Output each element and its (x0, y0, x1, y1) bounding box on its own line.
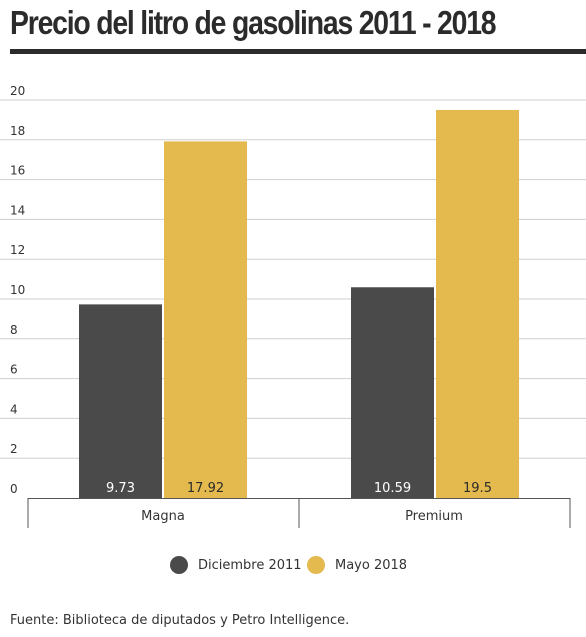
legend-swatch-dark (170, 556, 188, 574)
y-tick-label: 10 (10, 283, 25, 297)
y-tick-label: 6 (10, 363, 18, 377)
legend-swatch-gold (307, 556, 325, 574)
bar-value-labels: 9.73 17.92 10.59 19.5 (106, 481, 492, 496)
bar (351, 287, 434, 498)
y-tick-label: 12 (10, 243, 25, 257)
bar-value-label: 17.92 (187, 481, 224, 496)
bar (436, 109, 519, 498)
legend-item-series-2: Mayo 2018 (307, 556, 407, 574)
bars (79, 109, 519, 498)
bar (164, 141, 247, 498)
y-tick-label: 20 (10, 84, 25, 98)
bar (79, 304, 162, 498)
bar-value-label: 10.59 (374, 481, 411, 496)
title-underline (10, 49, 586, 54)
y-tick-label: 0 (10, 482, 18, 496)
bar-value-label: 9.73 (106, 481, 135, 496)
y-axis-ticks: 0 2 4 6 8 10 12 14 16 18 20 (10, 84, 25, 496)
bar-value-label: 19.5 (463, 481, 492, 496)
y-tick-label: 2 (10, 442, 18, 456)
x-axis: Magna Premium (27, 498, 571, 528)
source-note: Fuente: Biblioteca de diputados y Petro … (10, 613, 350, 628)
chart-title: Precio del litro de gasolinas 2011 - 201… (10, 4, 497, 41)
y-tick-label: 18 (10, 124, 25, 138)
legend: Diciembre 2011 Mayo 2018 (0, 556, 586, 576)
y-tick-label: 16 (10, 164, 25, 178)
legend-item-series-1: Diciembre 2011 (170, 556, 302, 574)
y-tick-label: 14 (10, 203, 25, 217)
x-category-label: Magna (141, 509, 185, 524)
legend-label-series-2: Mayo 2018 (335, 557, 408, 573)
y-tick-label: 8 (10, 323, 18, 337)
x-category-label: Premium (405, 509, 463, 524)
legend-label-series-1: Diciembre 2011 (198, 557, 302, 573)
y-tick-label: 4 (10, 402, 18, 416)
bar-chart: 0 2 4 6 8 10 12 14 16 18 20 9.73 17.92 10.59 19.5 Mag… (0, 84, 586, 528)
